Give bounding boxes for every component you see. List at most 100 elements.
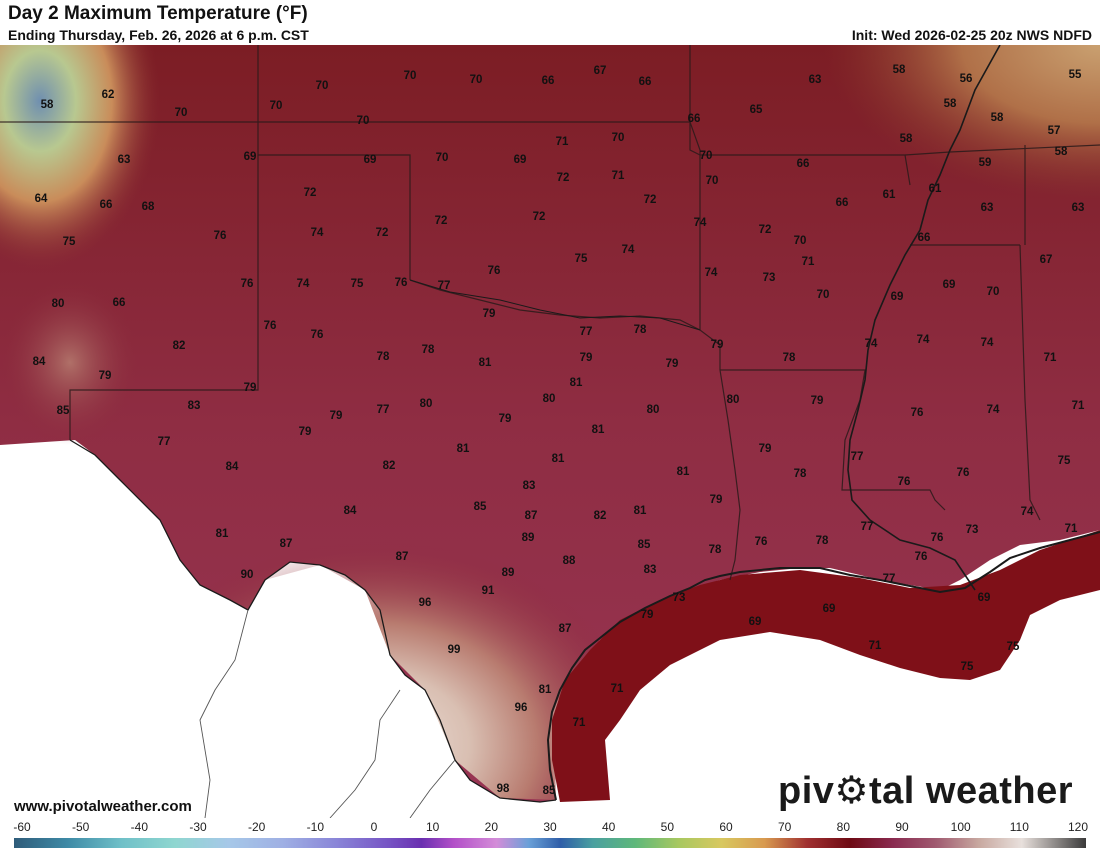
map-title: Day 2 Maximum Temperature (°F) — [8, 3, 308, 24]
gulf-warm-water — [552, 530, 1100, 802]
temperature-label: 71 — [802, 256, 815, 268]
temperature-label: 74 — [297, 278, 310, 290]
temperature-label: 83 — [523, 480, 536, 492]
colorbar-tick-label: 90 — [895, 820, 909, 834]
temperature-label: 84 — [33, 356, 46, 368]
temperature-label: 83 — [188, 400, 201, 412]
temperature-label: 76 — [311, 329, 324, 341]
temperature-label: 63 — [981, 202, 994, 214]
temperature-label: 71 — [1044, 352, 1057, 364]
temperature-label: 72 — [644, 194, 657, 206]
temperature-label: 89 — [502, 567, 515, 579]
temperature-label: 69 — [891, 291, 904, 303]
temperature-label: 87 — [559, 623, 572, 635]
temperature-label: 77 — [158, 436, 171, 448]
colorbar-ticks: -60 -50 -40 -30 -20 -10 0 10 20 30 40 50 60 70 80 90 100… — [13, 820, 1088, 834]
temperature-label: 66 — [639, 76, 652, 88]
temperature-label: 79 — [641, 609, 654, 621]
temperature-label: 75 — [961, 661, 974, 673]
temperature-label: 69 — [514, 154, 527, 166]
temperature-label: 73 — [966, 524, 979, 536]
temperature-label: 70 — [987, 286, 1000, 298]
temperature-label: 71 — [612, 170, 625, 182]
temperature-label: 80 — [543, 393, 556, 405]
temperature-label: 79 — [299, 426, 312, 438]
temperature-label: 58 — [991, 112, 1004, 124]
cool-region-northeast — [640, 45, 1100, 305]
website-url[interactable]: www.pivotalweather.com — [14, 798, 192, 815]
temperature-label: 78 — [783, 352, 796, 364]
temperature-label: 66 — [113, 297, 126, 309]
temperature-label: 70 — [436, 152, 449, 164]
temperature-label: 82 — [173, 340, 186, 352]
temperature-label: 79 — [666, 358, 679, 370]
colorbar-tick-label: -50 — [72, 820, 90, 834]
temperature-label: 81 — [479, 357, 492, 369]
temperature-label: 82 — [594, 510, 607, 522]
temperature-label: 70 — [612, 132, 625, 144]
temperature-label: 90 — [241, 569, 254, 581]
temperature-label: 71 — [1072, 400, 1085, 412]
colorbar-tick-label: 10 — [426, 820, 440, 834]
temperature-label: 58 — [944, 98, 957, 110]
gear-icon: ⚙ — [834, 770, 869, 812]
temperature-label: 69 — [978, 592, 991, 604]
temperature-label: 85 — [543, 785, 556, 797]
temperature-label: 70 — [270, 100, 283, 112]
temperature-label: 71 — [573, 717, 586, 729]
temperature-label: 77 — [883, 573, 896, 585]
temperature-label: 83 — [644, 564, 657, 576]
temperature-label: 63 — [809, 74, 822, 86]
temperature-label: 71 — [611, 683, 624, 695]
brand-logo: piv⚙tal weather — [778, 768, 1073, 813]
temperature-label: 61 — [929, 183, 942, 195]
colorbar-tick-label: 100 — [951, 820, 971, 834]
temperature-label: 81 — [570, 377, 583, 389]
temperature-label: 78 — [794, 468, 807, 480]
temperature-label: 77 — [580, 326, 593, 338]
temperature-label: 72 — [759, 224, 772, 236]
temperature-label: 70 — [817, 289, 830, 301]
temperature-label: 84 — [226, 461, 239, 473]
warm-core-texas — [150, 430, 640, 800]
temperature-label: 76 — [755, 536, 768, 548]
colorbar-tick-label: -10 — [307, 820, 325, 834]
temperature-label: 84 — [344, 505, 357, 517]
temperature-label: 81 — [592, 424, 605, 436]
temperature-label: 71 — [1065, 523, 1078, 535]
temperature-label: 74 — [311, 227, 324, 239]
temperature-label: 69 — [244, 151, 257, 163]
temperature-label: 81 — [457, 443, 470, 455]
temperature-label: 71 — [556, 136, 569, 148]
temperature-label: 79 — [244, 382, 257, 394]
temperature-label: 75 — [63, 236, 76, 248]
temperature-label: 80 — [420, 398, 433, 410]
temperature-label: 76 — [488, 265, 501, 277]
temperature-label: 80 — [727, 394, 740, 406]
colorbar-tick-label: -40 — [131, 820, 149, 834]
temperature-label: 69 — [749, 616, 762, 628]
temperature-label: 96 — [515, 702, 528, 714]
temperature-label: 76 — [898, 476, 911, 488]
temperature-label: 72 — [557, 172, 570, 184]
colorbar-tick-label: -60 — [13, 820, 31, 834]
temperature-labels: 58 62 70 70 70 70 70 66 67 66 63 58 56 55 58 58 57 58 65 66… — [33, 64, 1085, 797]
temperature-label: 67 — [1040, 254, 1053, 266]
temperature-label: 69 — [364, 154, 377, 166]
mountain-region — [0, 45, 200, 325]
temperature-label: 96 — [419, 597, 432, 609]
temperature-label: 85 — [474, 501, 487, 513]
colorbar-tick-label: 60 — [719, 820, 733, 834]
temperature-label: 77 — [438, 280, 451, 292]
temperature-label: 72 — [376, 227, 389, 239]
colorbar-tick-label: 20 — [485, 820, 499, 834]
temperature-label: 98 — [497, 783, 510, 795]
temperature-label: 70 — [404, 70, 417, 82]
colorbar-tick-label: 30 — [543, 820, 557, 834]
temperature-label: 76 — [957, 467, 970, 479]
temperature-label: 56 — [960, 73, 973, 85]
temperature-label: 85 — [638, 539, 651, 551]
colorbar-tick-label: -20 — [248, 820, 266, 834]
valid-time-subtitle: Ending Thursday, Feb. 26, 2026 at 6 p.m.… — [8, 27, 309, 43]
temperature-label: 69 — [823, 603, 836, 615]
